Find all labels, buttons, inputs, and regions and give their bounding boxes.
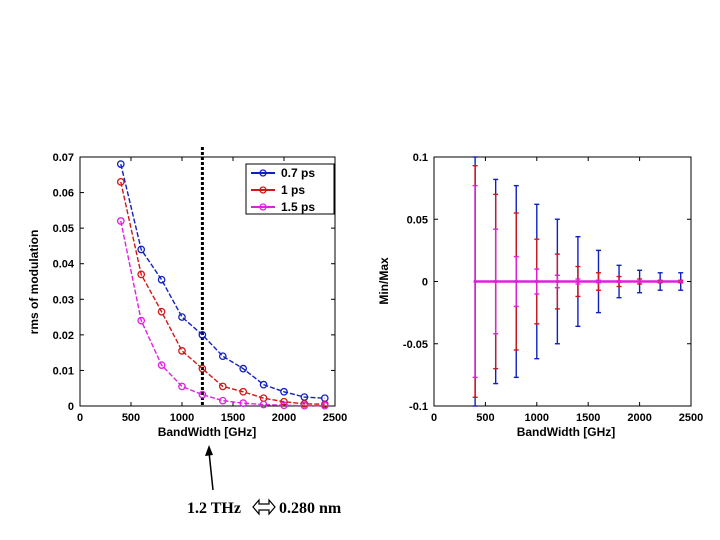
data-point-0.7ps	[178, 313, 186, 321]
left-x-tick-label: 2500	[323, 412, 347, 424]
annotation-left-text: 1.2 THz	[187, 500, 241, 517]
left-x-tick-label: 2000	[272, 412, 296, 424]
errorbar-center-1.5ps	[494, 280, 498, 283]
right-x-axis-label: BandWidth [GHz]	[517, 425, 616, 439]
legend-marker-0.7ps	[259, 169, 267, 177]
data-point-1ps	[157, 307, 166, 316]
data-point-0.7ps	[137, 245, 146, 254]
left-y-tick-label: 0.05	[53, 223, 74, 235]
data-point-1.5ps	[218, 396, 227, 405]
series-line-1ps	[120, 181, 325, 405]
data-point-0.7ps	[198, 331, 207, 339]
data-point-1ps	[198, 364, 207, 373]
data-point-0.7ps	[157, 275, 166, 284]
data-point-0.7ps	[239, 364, 248, 373]
errorbar-center-1.5ps	[679, 280, 683, 283]
data-point-1.5ps	[137, 316, 146, 325]
data-point-1.5ps	[280, 401, 288, 410]
legend-marker-1ps	[259, 186, 267, 194]
right-y-tick-label: 0	[422, 277, 428, 289]
left-x-tick-label: 0	[77, 412, 83, 424]
annotation-arrowhead	[205, 445, 213, 456]
left-y-axis-label: rms of modulation	[27, 230, 41, 335]
right-y-tick-label: 0.05	[407, 214, 428, 226]
legend-label-1.5ps: 1.5 ps	[281, 200, 315, 214]
right-y-tick-label: -0.1	[409, 401, 428, 413]
legend-label-0.7ps: 0.7 ps	[281, 166, 315, 180]
data-point-1ps	[178, 347, 186, 355]
annotation-right-text: 0.280 nm	[279, 500, 342, 517]
data-point-1ps	[116, 178, 125, 186]
right-x-tick-label: 1500	[576, 412, 600, 424]
annotation-arrow	[208, 451, 214, 491]
series-line-0.7ps	[120, 163, 325, 399]
right-x-tick-label: 0	[431, 412, 437, 424]
left-y-tick-label: 0.01	[53, 365, 74, 377]
errorbar-center-1.5ps	[535, 280, 539, 283]
errorbar-center-1.5ps	[473, 280, 477, 283]
errorbar-center-1.5ps	[617, 280, 621, 283]
data-point-1.5ps	[116, 217, 125, 225]
left-x-tick-label: 500	[122, 412, 140, 424]
data-point-0.7ps	[280, 387, 288, 396]
annotation: 1.2 THz 0.280 nm	[187, 445, 342, 517]
left-x-tick-label: 1500	[221, 412, 245, 424]
left-y-tick-label: 0	[68, 401, 74, 413]
data-point-1.5ps	[157, 361, 166, 369]
right-y-tick-label: -0.05	[403, 339, 428, 351]
right-y-tick-label: 0.1	[413, 152, 428, 164]
left-y-tick-label: 0.06	[53, 188, 74, 200]
data-point-1.5ps	[178, 382, 186, 391]
errorbar-center-1.5ps	[658, 280, 662, 283]
data-point-1ps	[218, 382, 227, 391]
legend-label-1ps: 1 ps	[281, 183, 305, 197]
right-x-tick-label: 500	[476, 412, 494, 424]
left-x-axis-label: BandWidth [GHz]	[158, 425, 257, 439]
data-point-0.7ps	[116, 160, 125, 168]
legend-marker-1.5ps	[259, 203, 267, 211]
data-point-1.5ps	[300, 401, 309, 410]
data-point-0.7ps	[218, 352, 227, 361]
data-point-1.5ps	[198, 390, 207, 399]
data-point-1.5ps	[239, 399, 248, 408]
right-x-tick-label: 2500	[679, 412, 703, 424]
data-point-1.5ps	[320, 401, 329, 410]
errorbar-center-1.5ps	[555, 280, 559, 283]
data-point-1ps	[137, 270, 146, 279]
left-chart: 0 0.01 0.02 0.03 0.04 0.05 0.06 0.07 0 500 1000 150…	[27, 147, 347, 439]
left-y-tick-label: 0.04	[53, 259, 75, 271]
legend: 0.7 ps 1 ps 1.5 ps	[245, 163, 335, 215]
data-point-1.5ps	[259, 400, 268, 409]
errorbar-center-1.5ps	[514, 280, 518, 283]
errorbar-center-1.5ps	[638, 280, 642, 283]
errorbar-center-1.5ps	[596, 280, 600, 283]
double-arrow-icon	[252, 498, 276, 516]
right-x-tick-label: 2000	[627, 412, 651, 424]
left-y-tick-label: 0.03	[53, 294, 74, 306]
data-point-1ps	[280, 397, 288, 406]
right-chart: -0.1 -0.05 0 0.05 0.1 0 500 1000 1500 2000 2500 Ba…	[377, 152, 703, 439]
left-x-tick-label: 1000	[170, 412, 194, 424]
errorbar-center-1.5ps	[576, 280, 580, 283]
right-y-axis-label: Min/Max	[377, 257, 391, 305]
left-y-tick-label: 0.07	[53, 152, 74, 164]
data-point-1ps	[239, 387, 248, 396]
data-point-0.7ps	[259, 380, 268, 389]
left-y-tick-label: 0.02	[53, 330, 74, 342]
series-line-1.5ps	[120, 220, 325, 407]
right-x-tick-label: 1000	[525, 412, 549, 424]
